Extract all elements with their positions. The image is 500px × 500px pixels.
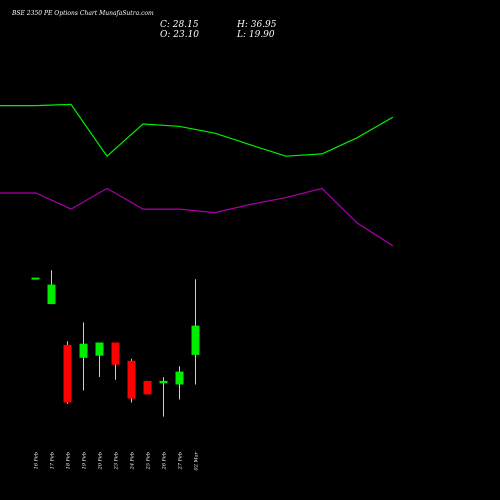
candlesticks xyxy=(31,270,200,417)
indicator-lines xyxy=(0,103,394,247)
x-tick-label: 17 Feb xyxy=(50,452,56,469)
candle-body xyxy=(47,284,56,305)
low-value: L: 19.90 xyxy=(236,30,275,40)
candle-body xyxy=(191,325,200,355)
indicator-line-1 xyxy=(0,103,394,158)
x-axis: 16 Feb 17 Feb 18 Feb 19 Feb 20 Feb 23 Feb 24 F… xyxy=(34,451,200,470)
x-tick-label: 23 Feb xyxy=(114,452,120,470)
chart-title: BSE 2350 PE Options Chart MunafaSutra.co… xyxy=(11,10,154,17)
x-tick-label: 27 Feb xyxy=(178,452,184,470)
high-value: H: 36.95 xyxy=(236,20,277,30)
candle-body xyxy=(95,342,104,356)
close-value: C: 28.15 xyxy=(160,20,199,30)
candle-body xyxy=(175,371,184,385)
indicator-line-2 xyxy=(0,187,394,247)
candle-body xyxy=(143,380,152,395)
x-tick-label: 26 Feb xyxy=(162,452,168,470)
x-tick-label: 19 Feb xyxy=(82,452,88,469)
candle-body xyxy=(79,343,88,358)
candle-body xyxy=(111,342,120,365)
candle-body xyxy=(63,344,72,403)
x-tick-label: 24 Feb xyxy=(130,452,136,470)
x-tick-label: 25 Feb xyxy=(146,452,152,470)
x-tick-label: 20 Feb xyxy=(98,452,104,470)
open-value: O: 23.10 xyxy=(160,30,199,40)
x-tick-label: 02 Mar xyxy=(194,451,200,470)
candle-body xyxy=(159,380,168,384)
x-tick-label: 18 Feb xyxy=(66,452,72,469)
candle-body xyxy=(31,277,40,280)
candle-body xyxy=(127,360,136,399)
x-tick-label: 16 Feb xyxy=(34,452,40,469)
